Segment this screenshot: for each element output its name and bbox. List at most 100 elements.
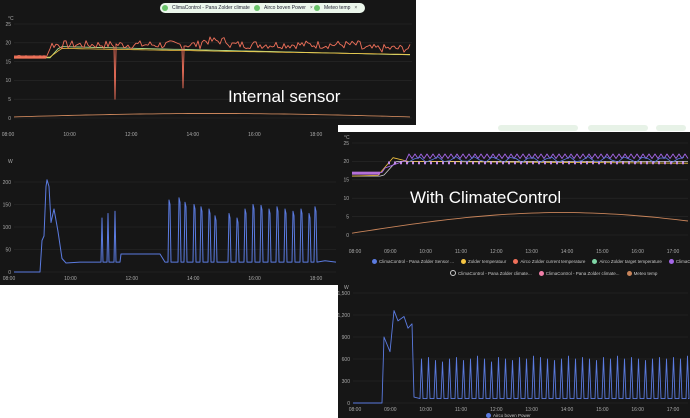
thermometer-icon <box>314 5 320 11</box>
state-marker <box>502 161 504 165</box>
power-chart-climatecontrol: W 1,500 1,200 900 600 300 0 08:00 09:00 10:00 11:0… <box>338 285 690 418</box>
legend-item[interactable]: ClimaControl - Pana Zolder climate... <box>538 270 620 276</box>
legend-item[interactable]: ClimaControl - Pana Zolder climate... <box>450 270 532 276</box>
entity-chip-meteo[interactable]: Meteo temp × <box>312 3 366 13</box>
state-marker <box>472 161 474 165</box>
series-zolder-temperature <box>351 157 689 177</box>
x-tick-label: 08:00 <box>3 276 16 282</box>
overlay-caption: With ClimateControl <box>410 188 562 207</box>
state-marker <box>586 161 588 165</box>
x-tick-label: 14:00 <box>561 407 574 413</box>
state-marker <box>580 161 582 165</box>
entity-chip-power[interactable]: Airco boven Power × <box>252 3 321 13</box>
state-marker <box>544 161 546 165</box>
state-marker <box>628 161 630 165</box>
state-marker <box>556 161 558 165</box>
state-marker <box>532 161 534 165</box>
state-marker <box>394 161 396 165</box>
legend-item[interactable]: Meteo temp <box>626 270 657 276</box>
close-icon[interactable]: × <box>310 5 313 11</box>
y-tick-label: 10 <box>5 78 11 84</box>
x-tick-label: 12:00 <box>126 276 139 282</box>
y-tick-label: 15 <box>343 178 349 184</box>
unit-label: °C <box>344 135 350 141</box>
x-tick-label: 09:00 <box>384 249 397 255</box>
legend-item[interactable]: Airco Zolder target temperature <box>592 259 662 264</box>
entity-chip-climate[interactable]: ClimaControl - Pana Zolder climate× <box>160 3 265 13</box>
legend-label: ClimaControl - Pana Zolder climate... <box>458 270 532 276</box>
state-marker <box>400 161 402 165</box>
state-marker <box>14 55 46 59</box>
y-tick-label: 10 <box>343 196 349 202</box>
x-tick-label: 16:00 <box>631 407 644 413</box>
x-tick-label: 18:00 <box>310 276 323 282</box>
power-icon <box>254 5 260 11</box>
legend-swatch <box>372 259 377 264</box>
state-marker <box>646 161 648 165</box>
entity-chip <box>498 125 578 131</box>
series-climate-sensor <box>352 153 689 173</box>
state-marker <box>352 171 380 175</box>
x-tick-label: 14:00 <box>561 249 574 255</box>
y-tick-label: 900 <box>342 335 351 341</box>
state-marker <box>448 161 450 165</box>
legend-label: ClimaControl - Pana Z <box>675 259 690 264</box>
chart-legend-row: ClimaControl - Pana Zolder Sensor ... Zol… <box>372 259 690 264</box>
legend-swatch <box>513 259 519 264</box>
x-tick-label: 11:00 <box>455 407 467 413</box>
x-tick-label: 15:00 <box>596 407 609 413</box>
legend-swatch <box>486 413 491 418</box>
state-marker <box>664 161 666 165</box>
legend-item[interactable]: ClimaControl - Pana Z <box>668 259 690 264</box>
series-meteo-temp <box>351 212 689 234</box>
state-marker <box>508 161 510 165</box>
x-tick-label: 14:00 <box>187 276 200 282</box>
y-tick-label: 15 <box>5 59 11 65</box>
legend-swatch <box>626 270 632 276</box>
y-tick-label: 100 <box>3 225 12 231</box>
y-tick-label: 0 <box>8 270 11 276</box>
legend-item[interactable]: ClimaControl - Pana Zolder Sensor ... <box>372 259 454 264</box>
y-tick-label: 5 <box>8 97 11 103</box>
y-tick-label: 600 <box>342 357 351 363</box>
state-marker <box>490 161 492 165</box>
x-tick-label: 08:00 <box>349 407 362 413</box>
series-current-temperature <box>14 36 411 100</box>
legend-swatch <box>450 270 456 276</box>
state-marker <box>418 161 420 165</box>
y-tick-label: 5 <box>346 214 349 220</box>
unit-label: °C <box>8 16 14 22</box>
x-tick-label: 12:00 <box>125 132 138 138</box>
chart-canvas: °C25 20 15 10 5 0 08:00 09:00 10:00 11:00 12:00 13:… <box>338 125 690 255</box>
state-marker <box>562 161 564 165</box>
y-tick-label: 200 <box>3 180 12 186</box>
state-marker <box>496 161 498 165</box>
climate-icon <box>162 5 168 11</box>
y-tick-label: 1,500 <box>338 291 350 297</box>
state-marker <box>670 161 672 165</box>
chart-legend-row: ClimaControl - Pana Zolder climate... Cli… <box>450 270 657 276</box>
x-tick-label: 08:00 <box>2 132 15 138</box>
y-tick-label: 300 <box>342 379 351 385</box>
legend-swatch <box>461 259 467 264</box>
state-marker <box>442 161 444 165</box>
legend-swatch <box>668 259 674 264</box>
x-tick-label: 17:00 <box>667 407 680 413</box>
chart-legend: Airco boven Power <box>486 413 531 418</box>
legend-item[interactable]: Zolder temperatuur <box>461 259 506 264</box>
overlay-caption: Internal sensor <box>228 87 341 106</box>
series-zolder-temperature <box>14 48 410 58</box>
state-marker <box>430 161 432 165</box>
legend-item[interactable]: Airco Zolder current temperature <box>513 259 585 264</box>
close-icon[interactable]: × <box>354 5 358 11</box>
legend-item[interactable]: Airco boven Power <box>486 413 531 418</box>
legend-label: Zolder temperatuur <box>468 259 507 264</box>
state-marker <box>658 161 660 165</box>
state-marker <box>460 161 462 165</box>
y-tick-label: 20 <box>5 41 11 47</box>
y-tick-label: 0 <box>8 116 11 122</box>
state-marker <box>484 161 486 165</box>
state-marker <box>526 161 528 165</box>
x-tick-label: 13:00 <box>525 249 538 255</box>
state-marker <box>466 161 468 165</box>
